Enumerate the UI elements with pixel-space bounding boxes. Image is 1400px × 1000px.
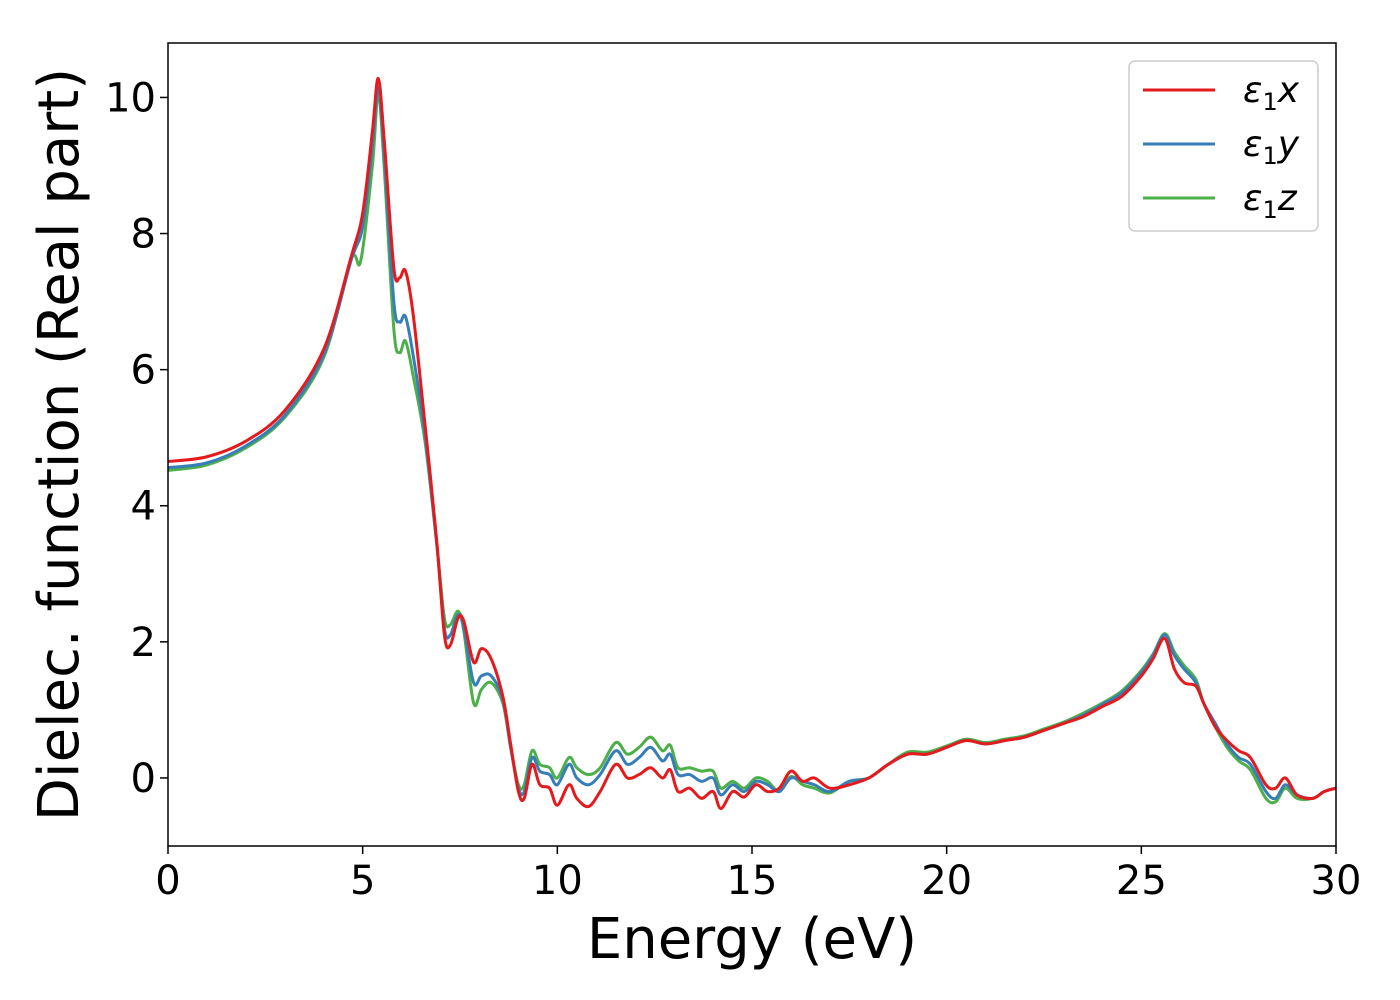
legend-label-z: ε1z — [1243, 178, 1298, 224]
x-tick-label: 5 — [350, 858, 375, 904]
x-tick-label: 10 — [532, 858, 583, 904]
y-tick-label: 2 — [131, 620, 156, 666]
x-tick-label: 20 — [921, 858, 972, 904]
legend-label-y: ε1y — [1243, 124, 1300, 170]
y-axis-label: Dielec. function (Real part) — [27, 68, 92, 821]
y-tick-label: 8 — [131, 212, 156, 258]
y-tick-label: 4 — [131, 484, 156, 530]
x-tick-label: 25 — [1116, 858, 1167, 904]
x-tick-label: 30 — [1311, 858, 1362, 904]
x-tick-label: 15 — [727, 858, 778, 904]
series-line-x — [168, 76, 1336, 811]
series-layer — [168, 76, 1336, 811]
legend: ε1x ε1y ε1z — [1128, 60, 1319, 232]
series-line-y — [168, 85, 1336, 801]
x-tick-label: 0 — [155, 858, 180, 904]
y-tick-label: 0 — [131, 756, 156, 802]
x-axis-label: Energy (eV) — [587, 907, 917, 972]
y-axis-ticks: 0 2 4 6 8 10 — [105, 75, 168, 802]
y-tick-label: 10 — [105, 75, 156, 121]
x-axis-ticks: 0 5 10 15 20 25 30 — [155, 846, 1361, 904]
legend-box — [1128, 60, 1319, 232]
y-tick-label: 6 — [131, 348, 156, 394]
legend-label-x: ε1x — [1243, 70, 1300, 116]
